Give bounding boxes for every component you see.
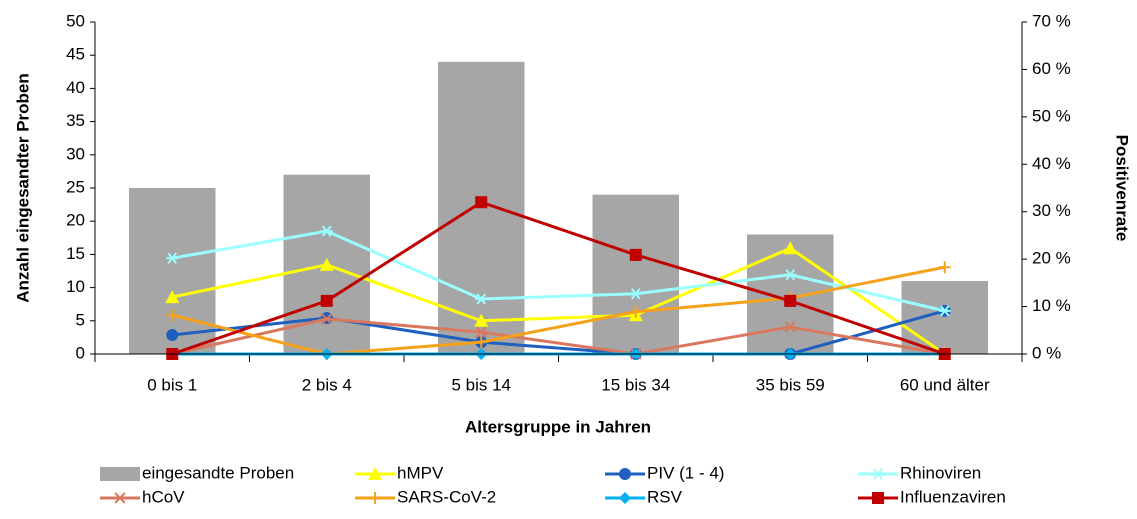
point (629, 288, 642, 300)
point (475, 196, 488, 209)
point (165, 290, 180, 304)
y2-tick-label: 70 % (1032, 11, 1071, 30)
bar (128, 188, 216, 354)
point (629, 305, 642, 318)
x-tick-label: 0 bis 1 (147, 375, 197, 394)
point (166, 309, 179, 322)
y2-tick-label: 0 % (1032, 343, 1061, 362)
y2-tick-label: 30 % (1032, 201, 1071, 220)
x-tick-label: 35 bis 59 (756, 375, 825, 394)
x-tick-label: 15 bis 34 (601, 375, 670, 394)
x-tick-label: 5 bis 14 (451, 375, 511, 394)
y-tick-label: 45 (66, 45, 85, 64)
point (475, 326, 487, 338)
point (474, 313, 489, 327)
y-tick-label: 5 (76, 310, 85, 329)
point (320, 294, 333, 307)
y-tick-label: 25 (66, 177, 85, 196)
y-tick-label: 50 (66, 11, 85, 30)
point (320, 225, 333, 237)
legend-label: hMPV (397, 463, 444, 482)
line-series (166, 225, 951, 317)
legend-marker (114, 492, 126, 504)
y-tick-label: 20 (66, 211, 85, 230)
point (783, 241, 798, 255)
line (171, 200, 946, 356)
legend-marker (872, 492, 884, 504)
y2-tick-label: 60 % (1032, 59, 1071, 78)
legend-label: RSV (647, 487, 683, 506)
line (171, 229, 946, 313)
line-series (166, 313, 951, 360)
point (475, 293, 488, 305)
point (166, 252, 179, 264)
point (629, 248, 642, 261)
legend-label: Rhinoviren (900, 463, 981, 482)
point (784, 269, 797, 281)
point (475, 336, 488, 349)
x-axis-title: Altersgruppe in Jahren (465, 417, 651, 436)
bar (592, 194, 680, 354)
y2-tick-label: 40 % (1032, 154, 1071, 173)
point (784, 294, 797, 307)
y2-axis-title: Positivenrate (1113, 135, 1132, 242)
legend-swatch (100, 467, 140, 481)
legend-label: SARS-CoV-2 (397, 487, 496, 506)
x-tick-label: 60 und älter (900, 375, 990, 394)
legend-marker (369, 492, 381, 504)
y2-tick-label: 20 % (1032, 249, 1071, 268)
legend-label: eingesandte Proben (142, 463, 294, 482)
point (319, 257, 334, 271)
line (171, 246, 946, 356)
point (321, 313, 333, 325)
y-tick-label: 10 (66, 277, 85, 296)
line (171, 317, 946, 356)
point (938, 261, 951, 274)
point (784, 321, 796, 333)
legend-label: hCoV (142, 487, 185, 506)
legend-label: Influenzaviren (900, 487, 1006, 506)
legend-marker (872, 468, 884, 480)
legend-marker (368, 467, 382, 480)
y2-tick-label: 10 % (1032, 296, 1071, 315)
y-tick-label: 35 (66, 111, 85, 130)
point (938, 305, 951, 317)
y-tick-label: 15 (66, 244, 85, 263)
y-tick-label: 40 (66, 78, 85, 97)
x-tick-label: 2 bis 4 (302, 375, 352, 394)
line (171, 265, 946, 356)
y-tick-label: 0 (76, 343, 85, 362)
y-axis-title: Anzahl eingesandter Proben (13, 73, 32, 303)
point (166, 329, 179, 342)
line (172, 309, 946, 356)
legend-label: PIV (1 - 4) (647, 463, 724, 482)
legend-marker (619, 492, 631, 504)
y2-tick-label: 50 % (1032, 106, 1071, 125)
y-tick-label: 30 (66, 144, 85, 163)
legend-marker (619, 468, 631, 480)
